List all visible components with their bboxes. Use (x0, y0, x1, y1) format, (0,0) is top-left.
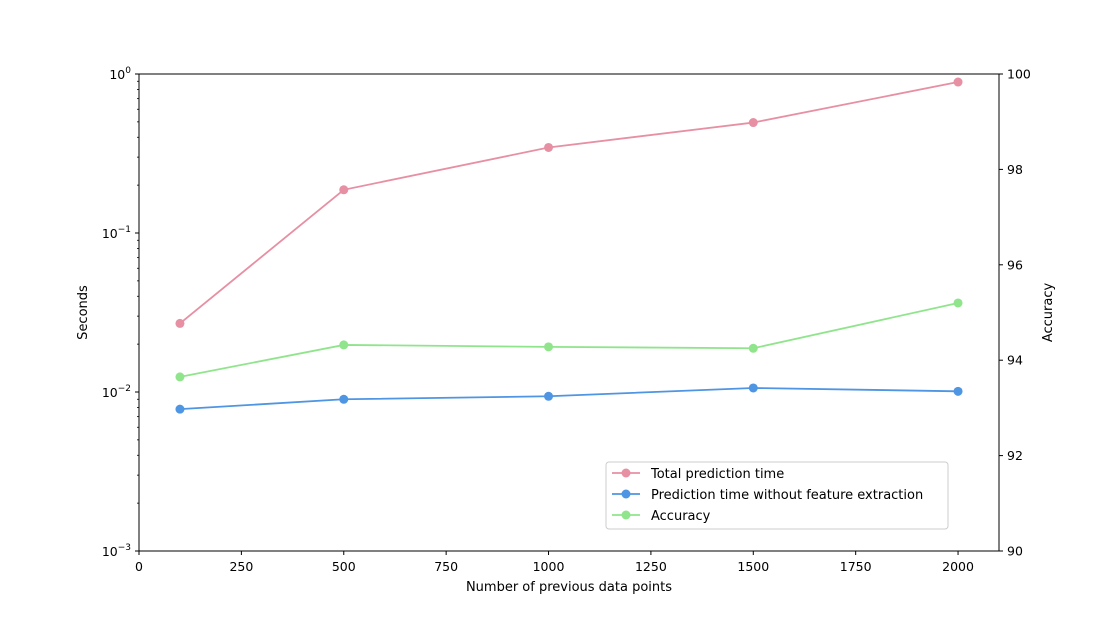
right-y-axis-label: Accuracy (1041, 283, 1056, 343)
right-y-tick-label: 94 (1007, 353, 1023, 368)
data-point (748, 343, 758, 353)
data-point (953, 77, 963, 87)
legend-marker (621, 510, 631, 520)
tick-base: 10 (102, 544, 118, 559)
data-point (953, 298, 963, 308)
data-point (748, 118, 758, 128)
data-point (953, 386, 963, 396)
legend-marker (621, 468, 631, 478)
x-tick-label: 1750 (840, 559, 872, 574)
x-tick-label: 1500 (737, 559, 769, 574)
left-y-tick-label: 100 (109, 66, 131, 82)
left-y-tick-label: 10−2 (102, 384, 131, 400)
legend-label: Prediction time without feature extracti… (651, 488, 923, 503)
right-y-tick-label: 98 (1007, 162, 1023, 177)
legend-label: Total prediction time (650, 467, 784, 482)
right-y-tick-label: 100 (1007, 67, 1031, 82)
tick-exponent: −1 (118, 225, 131, 235)
right-y-tick-label: 90 (1007, 544, 1023, 559)
right-y-tick-label: 92 (1007, 448, 1023, 463)
series-1 (175, 383, 963, 414)
data-point (544, 391, 554, 401)
series-0 (175, 77, 963, 328)
tick-base: 10 (102, 226, 118, 241)
tick-base: 10 (109, 67, 125, 82)
x-tick-label: 2000 (942, 559, 974, 574)
x-tick-label: 1000 (533, 559, 565, 574)
data-point (339, 185, 349, 195)
data-point (339, 340, 349, 350)
x-tick-label: 750 (434, 559, 458, 574)
data-point (748, 383, 758, 393)
tick-exponent: −3 (118, 543, 131, 553)
legend-label: Accuracy (651, 509, 711, 524)
right-y-axis-ticks: 90 92 94 96 98 100 (999, 67, 1031, 559)
data-point (339, 394, 349, 404)
legend: Total prediction time Prediction time wit… (605, 461, 949, 530)
data-point (175, 404, 185, 414)
x-axis-label: Number of previous data points (466, 580, 672, 595)
legend-box (605, 461, 949, 530)
series-2 (175, 298, 963, 382)
data-point (175, 318, 185, 328)
tick-exponent: 0 (125, 66, 131, 76)
left-y-axis-label: Seconds (76, 285, 91, 340)
legend-item: Total prediction time (612, 467, 784, 482)
tick-base: 10 (102, 385, 118, 400)
x-tick-label: 500 (332, 559, 356, 574)
data-point (544, 342, 554, 352)
x-tick-label: 0 (135, 559, 143, 574)
data-point (544, 142, 554, 152)
legend-item: Accuracy (612, 509, 711, 524)
plot-frame (138, 73, 1000, 552)
right-y-tick-label: 96 (1007, 257, 1023, 272)
x-axis-ticks: 0 250 500 750 1000 1250 1500 1750 2000 (135, 551, 974, 574)
left-y-tick-label: 10−1 (102, 225, 131, 241)
series-layer (175, 77, 963, 414)
left-y-tick-label: 10−3 (102, 543, 131, 559)
legend-marker (621, 489, 631, 499)
legend-item: Prediction time without feature extracti… (612, 488, 923, 503)
x-tick-label: 250 (229, 559, 253, 574)
tick-exponent: −2 (118, 384, 131, 394)
data-point (175, 372, 185, 382)
x-tick-label: 1250 (635, 559, 667, 574)
